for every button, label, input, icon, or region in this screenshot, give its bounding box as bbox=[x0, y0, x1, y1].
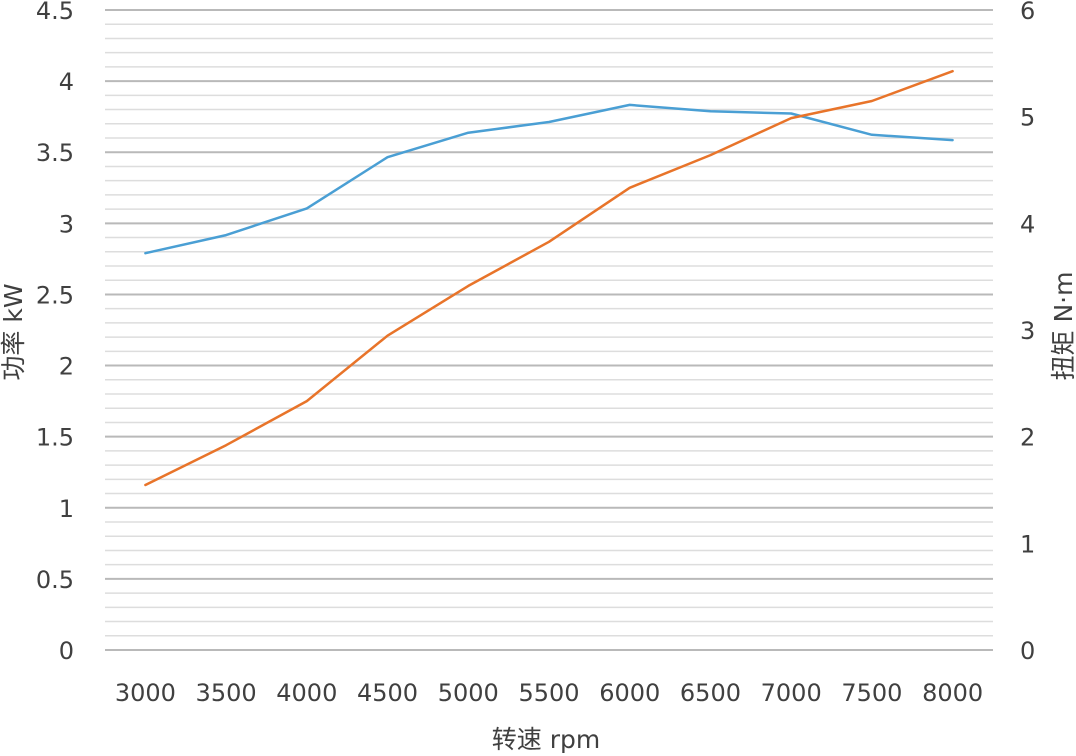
x-axis-title: 转速 rpm bbox=[492, 725, 600, 754]
right-tick-label: 5 bbox=[1020, 104, 1035, 132]
left-tick-label: 0 bbox=[59, 637, 74, 665]
torque-series-line bbox=[144, 103, 954, 255]
left-tick-label: 0.5 bbox=[36, 566, 74, 594]
x-tick-label: 4500 bbox=[357, 679, 418, 707]
left-axis-title: 功率 kW bbox=[0, 283, 28, 380]
left-tick-label: 2 bbox=[59, 353, 74, 381]
left-tick-label: 2.5 bbox=[36, 281, 74, 309]
right-tick-label: 3 bbox=[1020, 317, 1035, 345]
left-tick-label: 3.5 bbox=[36, 139, 74, 167]
x-tick-label: 8000 bbox=[922, 679, 983, 707]
x-tick-label: 6500 bbox=[680, 679, 741, 707]
gridlines bbox=[105, 9, 993, 651]
left-tick-label: 1 bbox=[59, 495, 74, 523]
x-tick-label: 3000 bbox=[115, 679, 176, 707]
right-tick-label: 6 bbox=[1020, 0, 1035, 25]
x-tick-label: 3500 bbox=[196, 679, 257, 707]
right-tick-label: 2 bbox=[1020, 424, 1035, 452]
right-axis-ticks: 0 1 2 3 4 5 6 bbox=[1020, 0, 1035, 665]
x-axis-ticks: 3000 3500 4000 4500 5000 5500 6000 6500 7000 7500… bbox=[115, 679, 983, 707]
left-axis-ticks: 0 0.5 1 1.5 2 2.5 3 3.5 4 4.5 bbox=[36, 0, 74, 665]
left-tick-label: 3 bbox=[59, 210, 74, 238]
x-tick-label: 6000 bbox=[599, 679, 660, 707]
left-tick-label: 4 bbox=[59, 68, 74, 96]
left-tick-label: 4.5 bbox=[36, 0, 74, 25]
x-tick-label: 5000 bbox=[438, 679, 499, 707]
right-tick-label: 4 bbox=[1020, 210, 1035, 238]
power-series-line bbox=[144, 69, 954, 487]
right-tick-label: 1 bbox=[1020, 530, 1035, 558]
x-tick-label: 7000 bbox=[761, 679, 822, 707]
right-axis-title: 扭矩 N·m bbox=[1049, 272, 1076, 381]
x-tick-label: 7500 bbox=[841, 679, 902, 707]
series-lines bbox=[144, 69, 954, 487]
x-tick-label: 5500 bbox=[518, 679, 579, 707]
right-tick-label: 0 bbox=[1020, 637, 1035, 665]
x-tick-label: 4000 bbox=[276, 679, 337, 707]
left-tick-label: 1.5 bbox=[36, 424, 74, 452]
